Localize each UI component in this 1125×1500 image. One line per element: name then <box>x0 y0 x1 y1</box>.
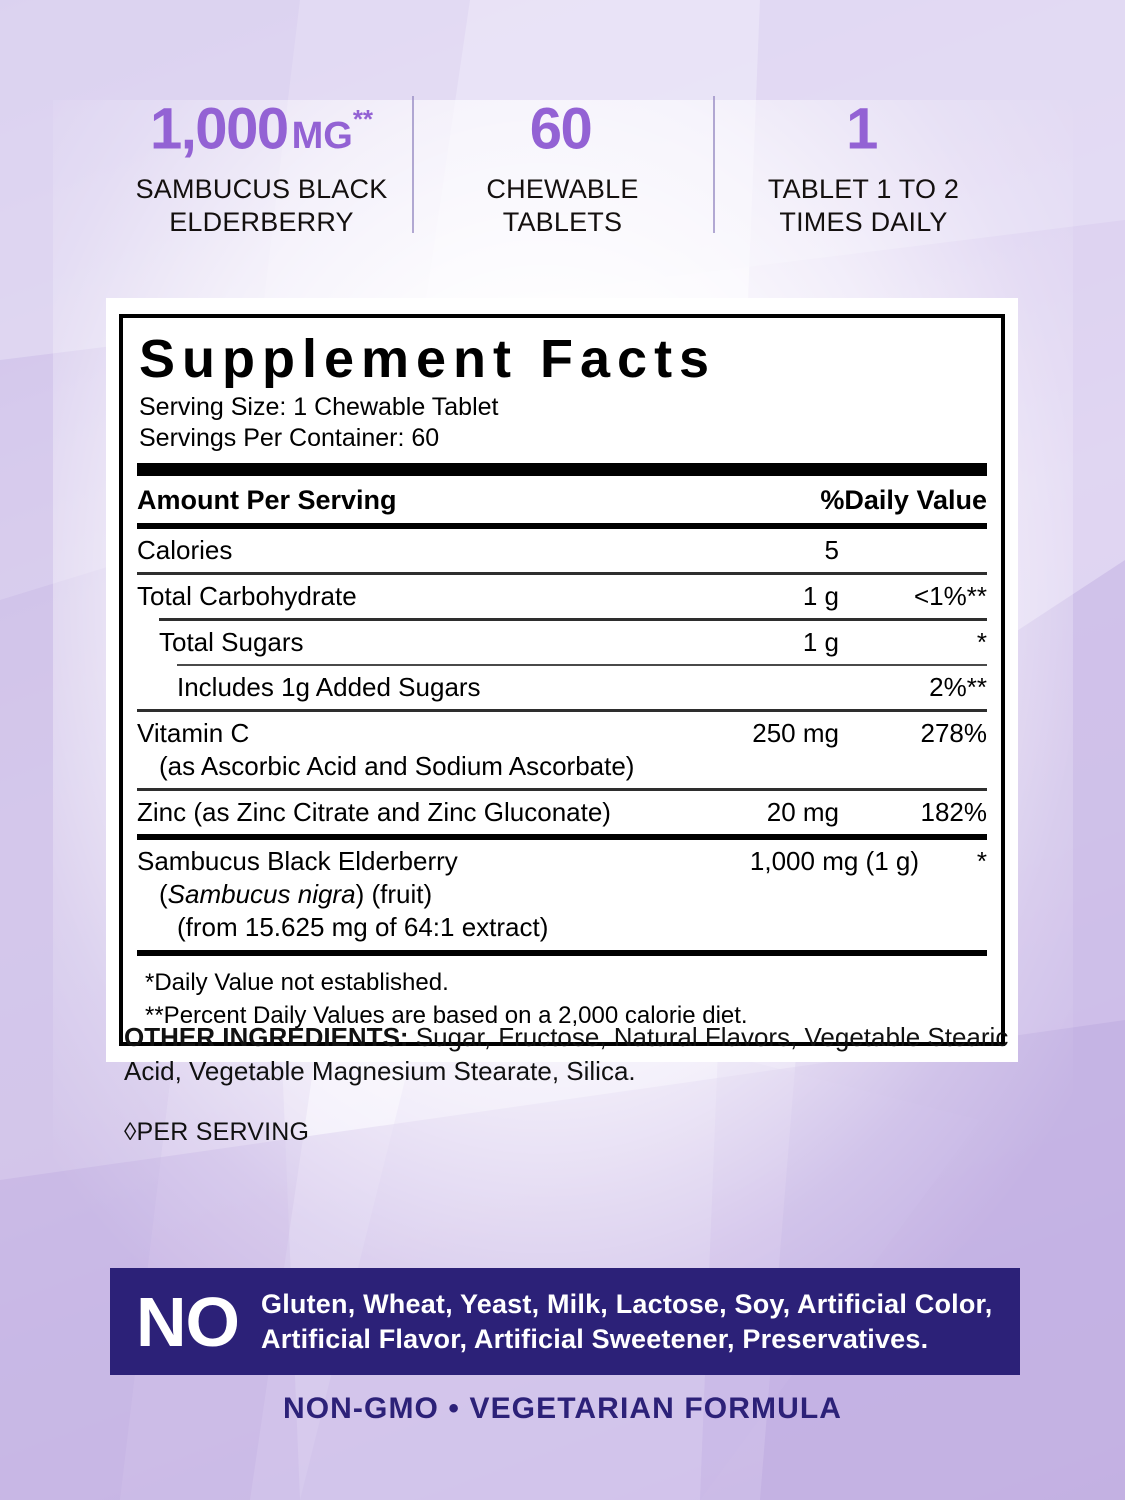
nutrient-amount: 5 <box>824 535 839 565</box>
supplement-facts-panel: Supplement Facts Serving Size: 1 Chewabl… <box>106 298 1018 1062</box>
per-serving-note: ◊PER SERVING <box>124 1118 310 1146</box>
servings-per-container-text: Servings Per Container: 60 <box>139 424 440 452</box>
nutrient-name: Includes 1g Added Sugars <box>177 672 481 702</box>
table-row: Calories 5 <box>137 529 987 572</box>
botanical-paren-open: ( <box>159 879 168 909</box>
highlight-dosage-value: 1 <box>721 88 1006 167</box>
nutrient-amount: 1 g <box>802 627 839 657</box>
highlight-potency-value: 1,000 MG** <box>119 88 404 167</box>
nutrient-amount: 1 g <box>802 581 839 611</box>
nutrient-source-note: (as Ascorbic Acid and Sodium Ascorbate) <box>159 751 635 781</box>
serving-size-text: Serving Size: 1 Chewable Tablet <box>139 393 499 421</box>
highlight-dosage: 1 TABLET 1 TO 2 TIMES DAILY <box>713 88 1014 239</box>
table-row: Sambucus Black Elderberry 1,000 mg (1 g)… <box>137 840 987 878</box>
highlight-potency-unit: MG <box>291 115 353 158</box>
table-header-row: Amount Per Serving %Daily Value <box>137 476 987 523</box>
highlight-potency-label: SAMBUCUS BLACK ELDERBERRY <box>135 174 388 238</box>
divider-thick-top <box>137 463 987 476</box>
highlight-count-value: 60 <box>420 88 705 167</box>
nutrient-name: Calories <box>137 535 233 565</box>
botanical-latin-name: Sambucus nigra <box>167 879 356 909</box>
other-ingredients: OTHER INGREDIENTS: Sugar, Fructose, Natu… <box>124 1020 1014 1088</box>
table-row: Zinc (as Zinc Citrate and Zinc Gluconate… <box>137 791 987 834</box>
supplement-facts-title: Supplement Facts <box>139 329 717 389</box>
column-header-daily-value: %Daily Value <box>820 485 987 515</box>
table-row: Total Sugars 1 g * <box>137 621 987 664</box>
nutrient-amount: 250 mg <box>752 718 839 748</box>
table-row: Includes 1g Added Sugars 2%** <box>137 666 987 709</box>
nutrient-amount: 20 mg <box>766 797 839 827</box>
extract-ratio-note: (from 15.625 mg of 64:1 extract) <box>177 912 549 942</box>
highlight-potency-footnote-marker: ** <box>352 104 374 134</box>
highlight-strip: 1,000 MG** SAMBUCUS BLACK ELDERBERRY 60 C… <box>0 88 1125 239</box>
other-ingredients-label: OTHER INGREDIENTS: <box>124 1022 409 1052</box>
free-from-banner: NO Gluten, Wheat, Yeast, Milk, Lactose, … <box>110 1268 1020 1375</box>
nutrient-daily-value: * <box>976 846 987 876</box>
no-banner-word: NO <box>136 1282 240 1361</box>
column-header-amount: Amount Per Serving <box>137 485 397 515</box>
highlight-dosage-label: TABLET 1 TO 2 TIMES DAILY <box>767 174 960 238</box>
nutrient-daily-value: 278% <box>920 718 988 748</box>
nutrient-amount: 1,000 mg (1 g) <box>749 846 919 876</box>
nutrient-daily-value: 182% <box>920 797 988 827</box>
nutrient-name: Zinc (as Zinc Citrate and Zinc Gluconate… <box>137 797 611 827</box>
table-row: Total Carbohydrate 1 g <1%** <box>137 575 987 618</box>
nutrient-name: Vitamin C <box>137 718 250 748</box>
highlight-count: 60 CHEWABLE TABLETS <box>412 88 713 239</box>
highlight-dosage-number: 1 <box>846 96 878 162</box>
nutrient-daily-value: 2%** <box>929 672 987 702</box>
botanical-name-line: (Sambucus nigra) (fruit) <box>137 878 987 911</box>
nutrient-name: Total Carbohydrate <box>137 581 357 611</box>
nutrient-name: Sambucus Black Elderberry <box>137 846 458 876</box>
nutrient-daily-value: * <box>976 627 987 657</box>
table-row: Vitamin C 250 mg 278% <box>137 712 987 750</box>
highlight-potency-number: 1,000 <box>149 96 289 162</box>
nutrient-name: Total Sugars <box>159 627 304 657</box>
highlight-potency: 1,000 MG** SAMBUCUS BLACK ELDERBERRY <box>111 88 412 239</box>
bottom-claim: NON-GMO • VEGETARIAN FORMULA <box>282 1392 843 1425</box>
no-banner-list: Gluten, Wheat, Yeast, Milk, Lactose, Soy… <box>261 1288 993 1354</box>
highlight-count-label: CHEWABLE TABLETS <box>486 174 639 238</box>
nutrient-daily-value: <1%** <box>914 581 987 611</box>
botanical-part: ) (fruit) <box>355 879 433 909</box>
highlight-count-number: 60 <box>529 96 593 162</box>
footnote-daily-value-not-established: *Daily Value not established. <box>145 969 449 996</box>
supplement-facts-box: Supplement Facts Serving Size: 1 Chewabl… <box>119 314 1005 1046</box>
